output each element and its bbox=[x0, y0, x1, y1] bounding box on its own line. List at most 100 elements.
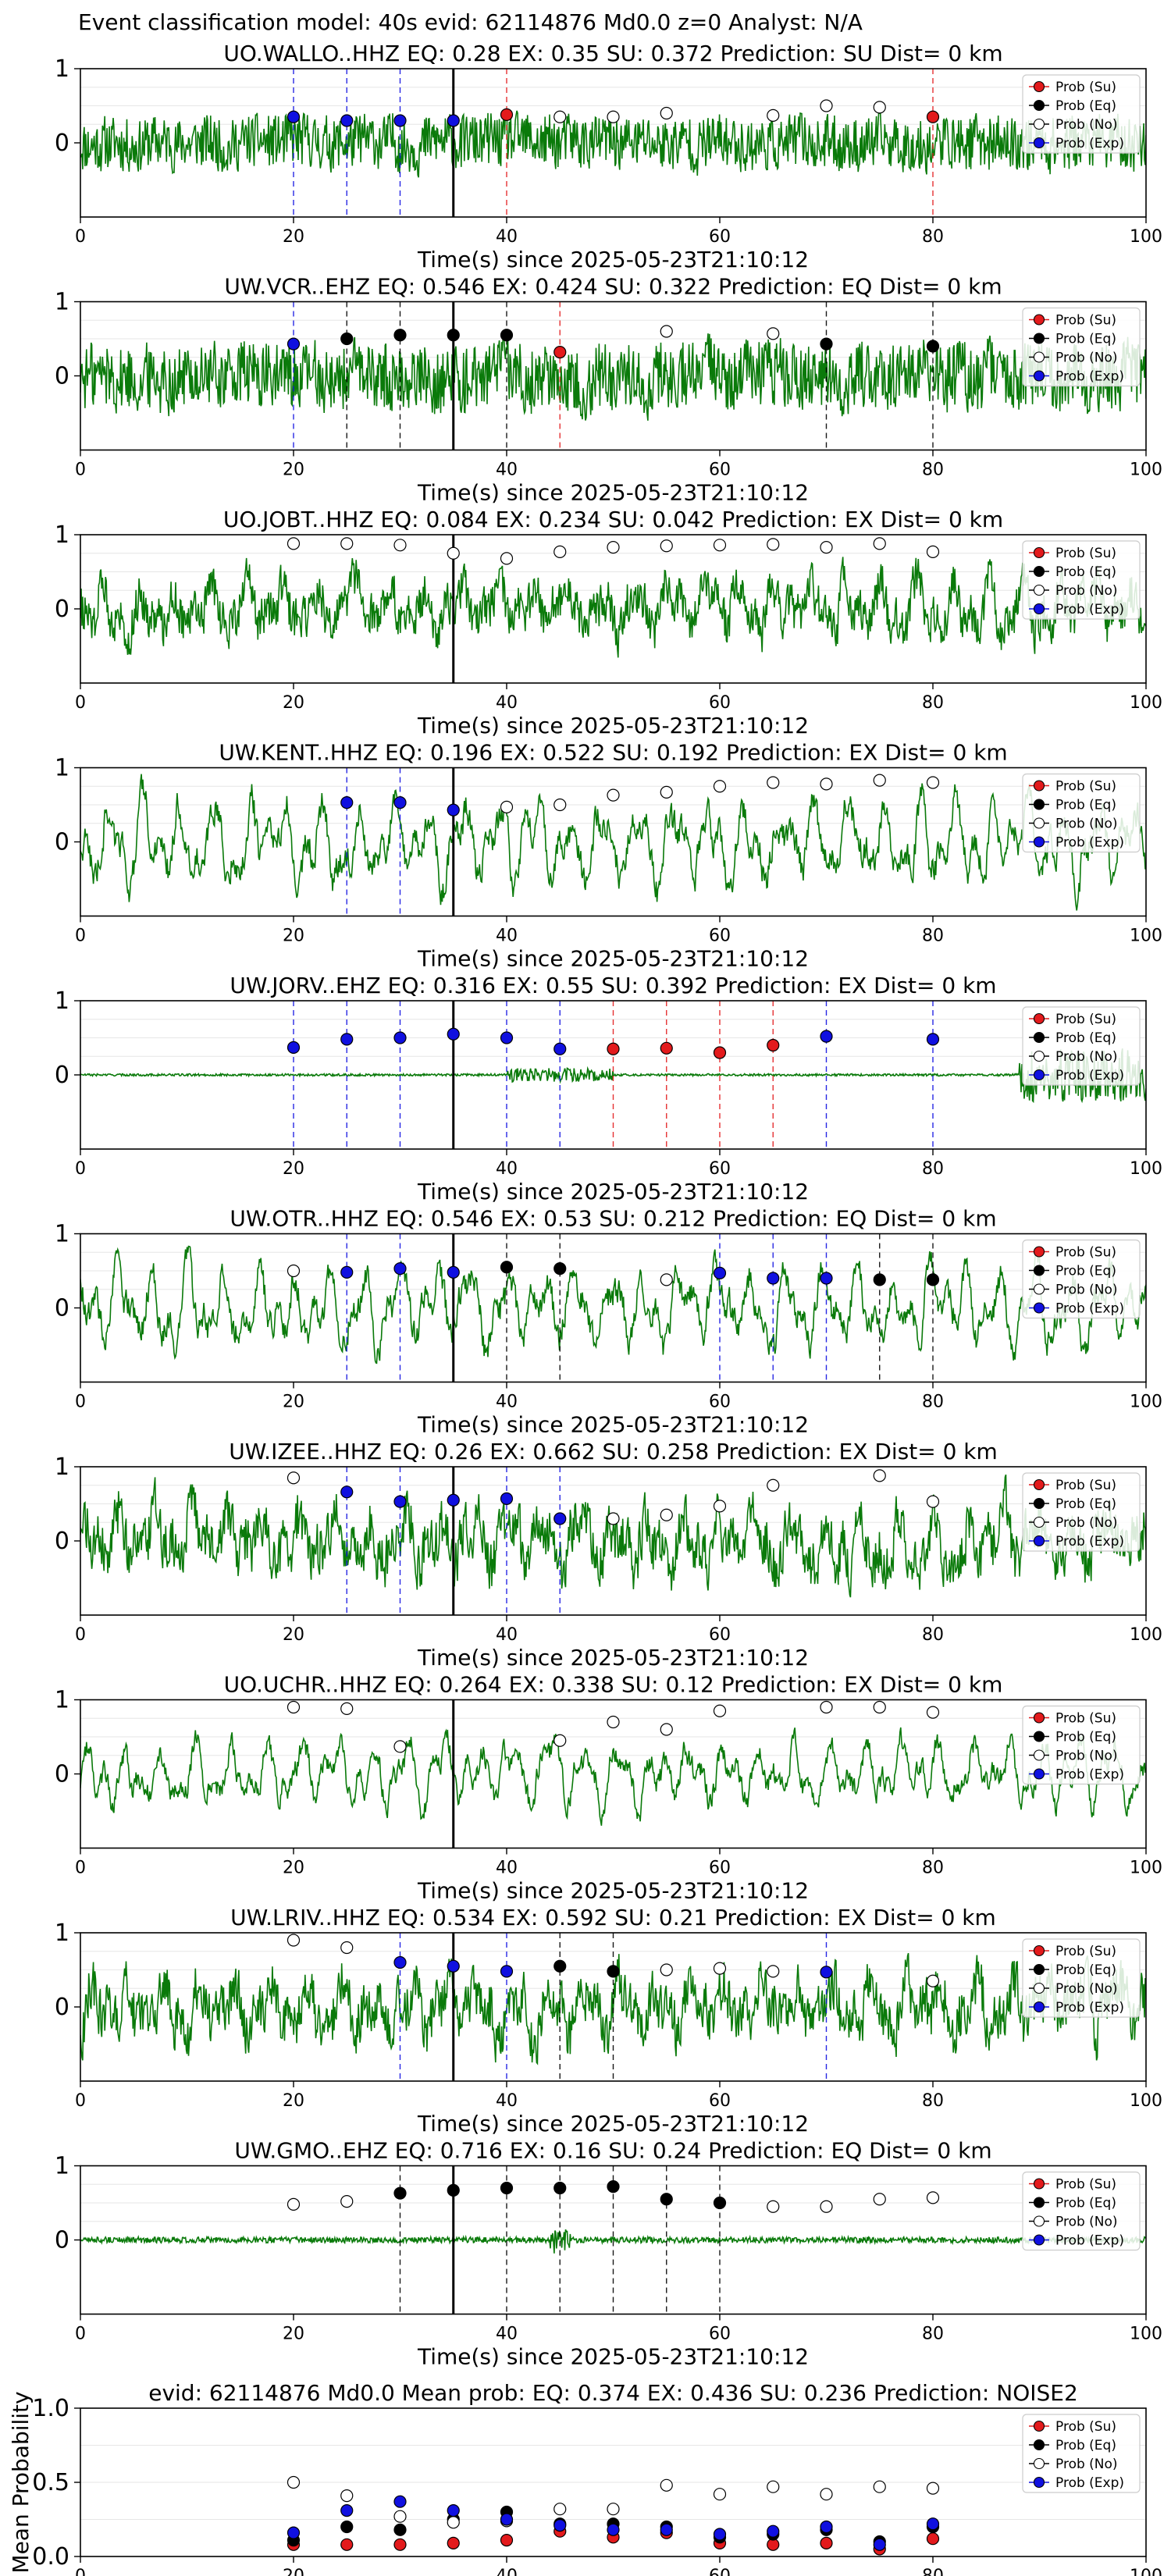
legend-label: Prob (Eq) bbox=[1055, 1962, 1116, 1978]
x-tick-label: 60 bbox=[709, 693, 731, 713]
probability-marker-exp bbox=[393, 1262, 407, 1276]
legend-marker-no bbox=[1033, 1050, 1045, 1062]
mean-prob-marker-no bbox=[393, 2510, 407, 2523]
y-tick-label: 1 bbox=[55, 521, 69, 549]
probability-marker-exp bbox=[447, 114, 460, 127]
legend-marker-exp bbox=[1033, 370, 1045, 382]
legend-label: Prob (Eq) bbox=[1055, 564, 1116, 580]
legend-box bbox=[1022, 74, 1141, 154]
legend-marker-no bbox=[1033, 1982, 1045, 1994]
probability-marker-eq bbox=[553, 1262, 567, 1276]
legend-box bbox=[1022, 1705, 1141, 1785]
x-tick-label: 60 bbox=[709, 1625, 731, 1645]
x-tick-label: 60 bbox=[709, 1159, 731, 1179]
legend-label: Prob (Eq) bbox=[1055, 1496, 1116, 1512]
legend-box bbox=[1022, 1239, 1141, 1319]
y-tick-label: 1 bbox=[55, 55, 69, 83]
probability-marker-exp bbox=[393, 796, 407, 809]
probability-marker-eq bbox=[447, 329, 460, 342]
x-tick-label: 60 bbox=[709, 1859, 731, 1878]
mean-prob-marker-su bbox=[447, 2536, 460, 2549]
panel-title: UW.OTR..HHZ EQ: 0.546 EX: 0.53 SU: 0.212… bbox=[230, 1206, 996, 1232]
legend-label: Prob (Exp) bbox=[1055, 1534, 1124, 1550]
legend-label: Prob (Exp) bbox=[1055, 1301, 1124, 1317]
x-tick-label: 40 bbox=[496, 1393, 518, 1412]
legend-marker-exp bbox=[1033, 1069, 1045, 1081]
x-tick-label: 0 bbox=[75, 2091, 86, 2111]
legend-marker-eq bbox=[1033, 1963, 1045, 1976]
x-tick-label: 100 bbox=[1130, 2091, 1162, 2111]
x-axis-label: Time(s) since 2025-05-23T21:10:12 bbox=[417, 713, 809, 738]
legend-marker-no bbox=[1033, 817, 1045, 829]
mean-prob-marker-su bbox=[820, 2536, 833, 2549]
legend-marker-exp bbox=[1033, 137, 1045, 149]
x-tick-label: 80 bbox=[922, 2325, 944, 2344]
legend-label: Prob (Su) bbox=[1055, 1245, 1116, 1261]
x-tick-label: 20 bbox=[283, 2325, 304, 2344]
x-tick-label: 100 bbox=[1130, 227, 1162, 247]
x-tick-label: 40 bbox=[496, 2567, 518, 2576]
probability-marker-exp bbox=[447, 1493, 460, 1507]
y-axis-label: Mean Probability bbox=[8, 2391, 34, 2573]
x-tick-label: 0 bbox=[75, 693, 86, 713]
y-tick-label: 1 bbox=[55, 1920, 69, 1947]
probability-marker-no bbox=[340, 1941, 354, 1955]
probability-marker-su bbox=[926, 110, 940, 123]
probability-marker-su bbox=[767, 1038, 780, 1052]
probability-marker-eq bbox=[820, 337, 833, 350]
mean-prob-marker-exp bbox=[820, 2520, 833, 2534]
probability-marker-no bbox=[660, 1273, 673, 1286]
probability-marker-su bbox=[660, 1041, 673, 1055]
station-panel: UW.GMO..EHZ EQ: 0.716 EX: 0.16 SU: 0.24 … bbox=[55, 2138, 1162, 2370]
mean-prob-marker-exp bbox=[926, 2517, 940, 2531]
probability-marker-no bbox=[607, 541, 620, 554]
x-tick-label: 40 bbox=[496, 927, 518, 946]
y-tick-label: 0.0 bbox=[32, 2543, 69, 2571]
y-tick-label: 0 bbox=[55, 130, 69, 157]
mean-prob-marker-su bbox=[340, 2538, 354, 2551]
legend-label: Prob (Exp) bbox=[1055, 2475, 1124, 2491]
legend-label: Prob (Su) bbox=[1055, 80, 1116, 95]
probability-marker-no bbox=[713, 1704, 727, 1717]
panel-title: UW.JORV..EHZ EQ: 0.316 EX: 0.55 SU: 0.39… bbox=[230, 973, 996, 998]
x-tick-label: 100 bbox=[1130, 1859, 1162, 1878]
probability-marker-eq bbox=[447, 2183, 460, 2197]
mean-prob-marker-no bbox=[447, 2516, 460, 2529]
legend: Prob (Su) Prob (Eq) Prob (No) Prob (Exp) bbox=[1022, 74, 1141, 154]
legend-marker-eq bbox=[1033, 799, 1045, 810]
x-tick-label: 0 bbox=[75, 2567, 86, 2576]
legend-marker-su bbox=[1033, 780, 1045, 792]
y-tick-label: 0 bbox=[55, 363, 69, 390]
probability-marker-eq bbox=[340, 332, 354, 346]
probability-marker-no bbox=[500, 552, 514, 565]
probability-marker-no bbox=[713, 1500, 727, 1513]
legend-marker-no bbox=[1033, 2457, 1045, 2470]
x-tick-label: 20 bbox=[283, 693, 304, 713]
probability-marker-no bbox=[873, 774, 886, 787]
mean-prob-marker-exp bbox=[660, 2523, 673, 2536]
waveform-trace bbox=[80, 2229, 1146, 2254]
x-tick-label: 0 bbox=[75, 927, 86, 946]
mean-probability-panel: evid: 62114876 Md0.0 Mean prob: EQ: 0.37… bbox=[8, 2380, 1162, 2576]
y-tick-label: 1 bbox=[55, 755, 69, 782]
mean-prob-marker-exp bbox=[873, 2538, 886, 2551]
x-tick-label: 100 bbox=[1130, 693, 1162, 713]
mean-prob-marker-no bbox=[820, 2488, 833, 2501]
probability-marker-exp bbox=[287, 110, 301, 123]
probability-marker-no bbox=[287, 1264, 301, 1278]
station-panel: UW.VCR..EHZ EQ: 0.546 EX: 0.424 SU: 0.32… bbox=[55, 274, 1162, 506]
probability-marker-no bbox=[660, 106, 673, 120]
probability-marker-no bbox=[607, 788, 620, 802]
x-tick-label: 80 bbox=[922, 1859, 944, 1878]
y-tick-label: 1 bbox=[55, 987, 69, 1015]
x-tick-label: 100 bbox=[1130, 927, 1162, 946]
waveform-trace bbox=[80, 774, 1146, 911]
legend-label: Prob (Exp) bbox=[1055, 835, 1124, 851]
probability-marker-no bbox=[926, 776, 940, 789]
probability-marker-eq bbox=[660, 2193, 673, 2206]
y-tick-label: 1 bbox=[55, 2153, 69, 2180]
x-tick-label: 40 bbox=[496, 693, 518, 713]
mean-prob-marker-no bbox=[607, 2503, 620, 2516]
legend-box bbox=[1022, 540, 1141, 620]
legend-label: Prob (Su) bbox=[1055, 546, 1116, 561]
